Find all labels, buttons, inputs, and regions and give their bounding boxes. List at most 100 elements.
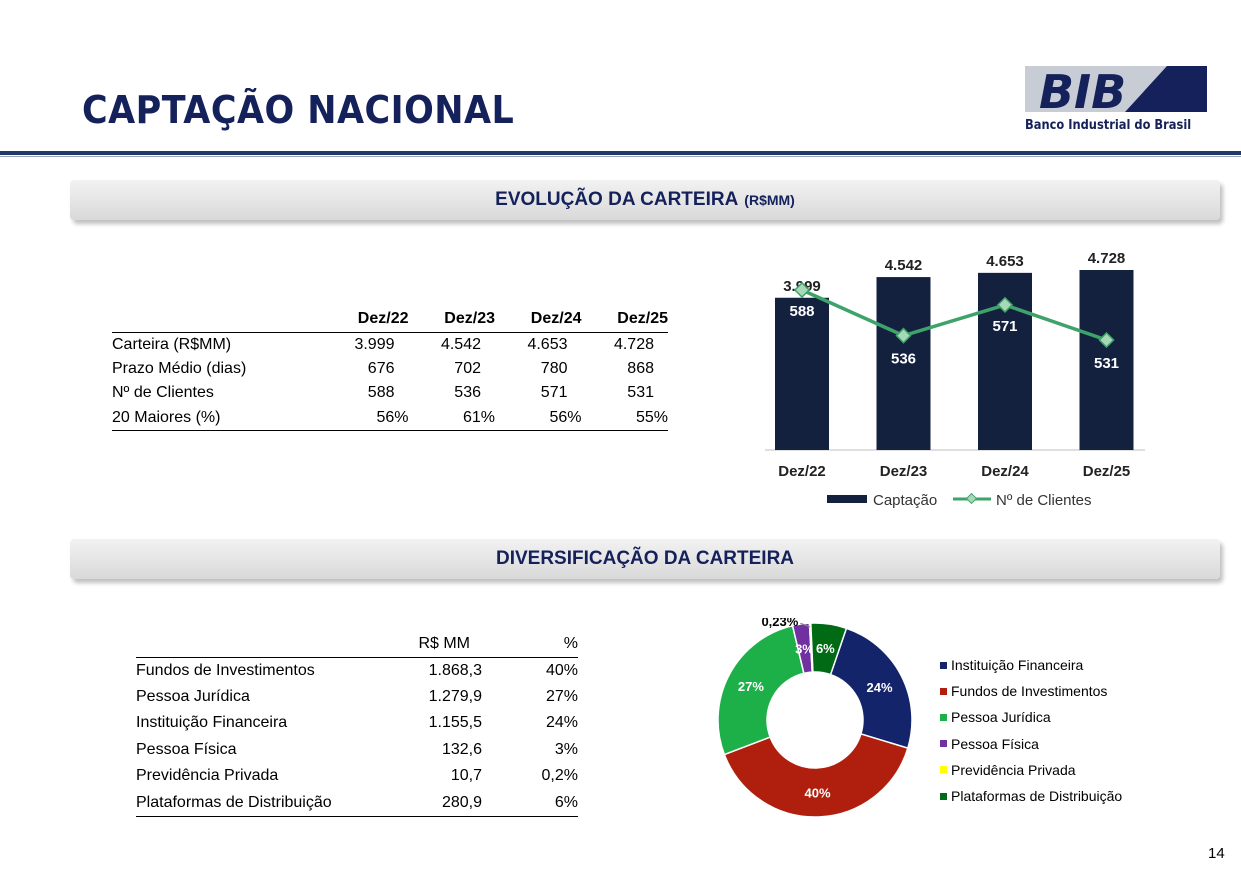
bar-value-label: 4.653 [986,253,1024,270]
donut-label: 40% [804,785,830,800]
table-row: Plataformas de Distribuição 280,9 6% [136,789,578,817]
cell: 531 [627,384,654,402]
legend-swatch [940,713,947,721]
donut-label: 3% [795,641,814,656]
bar-captacao [775,297,829,450]
x-tick-label: Dez/24 [981,463,1029,480]
line-value-label: 588 [789,303,814,320]
legend-item: Plataformas de Distribuição [940,783,1122,809]
row-label: 20 Maiores (%) [112,405,322,431]
table-row: Prazo Médio (dias) 676 702 780 868 [112,357,668,382]
row-label: Prazo Médio (dias) [112,359,247,377]
cell: 1.279,9 [428,687,482,705]
header-divider-thin [0,156,1241,157]
legend-swatch [940,687,947,695]
row-label: Fundos de Investimentos [136,661,315,679]
donut-slice [723,733,909,818]
legend-label: Fundos de Investimentos [951,683,1108,700]
cell: 702 [454,359,481,377]
cell: 40% [545,661,578,679]
donut-leader-line [800,622,811,628]
cell: 536 [454,384,481,402]
donut-label: 0,23% [761,618,798,629]
table-row: Pessoa Física 132,6 3% [136,737,578,764]
row-label: Instituição Financeira [136,714,288,732]
table-row: Pessoa Jurídica 1.279,9 27% [136,684,578,711]
legend-label: Previdência Privada [951,761,1076,778]
evolucao-col-dez23: Dez/23 [408,308,495,333]
cell: 780 [540,359,568,377]
section-evolucao-unit: (R$MM) [744,192,795,208]
legend-swatch [940,661,947,669]
diversificacao-donut-chart: 24% 40% 27% 3% 0,23% 6% [717,618,913,818]
donut-slice [810,622,848,676]
page-number: 14 [1208,845,1225,862]
bib-logo-mark: BIB [1025,65,1207,119]
table-row: Carteira (R$MM) 3.999 4.542 4.653 4.728 [112,332,668,357]
captacao-bar-line-chart: 3.999Dez/224.542Dez/234.653Dez/244.728De… [765,250,1145,509]
cell: 571 [540,384,568,402]
legend-swatch [940,740,947,748]
legend-swatch-captacao [827,495,867,503]
legend-label-clientes: Nº de Clientes [996,492,1092,509]
logo-subtitle: Banco Industrial do Brasil [1025,118,1192,133]
table-row: Nº de Clientes 588 536 571 531 [112,381,668,406]
page-title: CAPTAÇÃO NACIONAL [82,88,515,132]
cell: 10,7 [450,767,482,785]
cell: 280,9 [386,789,496,817]
line-value-label: 531 [1094,355,1119,372]
legend-item: Fundos de Investimentos [940,678,1122,704]
table-row: Instituição Financeira 1.155,5 24% [136,710,578,737]
table-row: 20 Maiores (%) 56% 61% 56% 55% [112,405,668,431]
x-tick-label: Dez/22 [778,463,826,480]
row-label: Pessoa Física [136,740,237,758]
legend-item: Pessoa Jurídica [940,704,1122,730]
bib-logo: BIB Banco Industrial do Brasil [1025,64,1210,136]
legend-label: Instituição Financeira [951,657,1084,674]
legend-label: Plataformas de Distribuição [951,788,1123,805]
cell: 3.999 [354,335,395,353]
legend-item: Pessoa Física [940,731,1122,757]
evolucao-col-dez24: Dez/24 [495,308,582,333]
diversificacao-col-pct: % [496,633,578,658]
cell: 132,6 [441,740,482,758]
cell: 27% [545,687,578,705]
diversificacao-table: R$ MM % Fundos de Investimentos 1.868,3 … [136,633,578,817]
cell: 24% [545,714,578,732]
cell: 6% [496,789,578,817]
line-point-clientes [895,327,912,344]
legend-item: Previdência Privada [940,757,1122,783]
legend-marker-clientes [965,492,978,505]
row-label: Plataformas de Distribuição [136,789,386,817]
logo-text: BIB [1039,65,1126,116]
bar-value-label: 4.728 [1088,250,1126,267]
section-diversificacao-header: DIVERSIFICAÇÃO DA CARTEIRA [70,539,1220,579]
donut-label: 24% [867,680,893,695]
evolucao-col-dez22: Dez/22 [322,308,409,333]
cell: 61% [408,405,495,431]
legend-label: Pessoa Física [951,735,1039,752]
bar-captacao [876,277,931,450]
x-tick-label: Dez/23 [880,463,928,480]
cell: 676 [367,359,395,377]
bar-value-label: 4.542 [885,257,923,274]
cell: 4.653 [527,335,568,353]
cell: 56% [495,405,582,431]
line-value-label: 536 [891,351,916,368]
legend-swatch [940,766,947,774]
cell: 0,2% [541,767,578,785]
row-label: Pessoa Jurídica [136,687,250,705]
evolucao-table: Dez/22 Dez/23 Dez/24 Dez/25 Carteira (R$… [112,308,668,431]
diversificacao-table-header: R$ MM % [136,633,578,658]
table-row: Previdência Privada 10,7 0,2% [136,763,578,790]
legend-item: Instituição Financeira [940,652,1122,678]
section-evolucao-title: EVOLUÇÃO DA CARTEIRA [495,189,739,210]
section-diversificacao-title: DIVERSIFICAÇÃO DA CARTEIRA [495,548,795,569]
cell: 3% [554,740,578,758]
cell: 1.155,5 [428,714,482,732]
legend-label: Pessoa Jurídica [951,709,1051,726]
donut-label: 6% [816,641,835,656]
evolucao-col-dez25: Dez/25 [581,308,668,333]
legend-swatch [940,792,947,800]
donut-slice [829,627,913,750]
